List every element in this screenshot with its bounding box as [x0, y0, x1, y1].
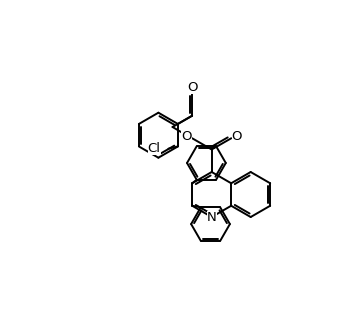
Text: O: O — [187, 81, 198, 94]
Text: Cl: Cl — [147, 142, 161, 155]
Text: O: O — [232, 130, 242, 143]
Text: N: N — [207, 210, 217, 224]
Text: O: O — [181, 130, 192, 143]
